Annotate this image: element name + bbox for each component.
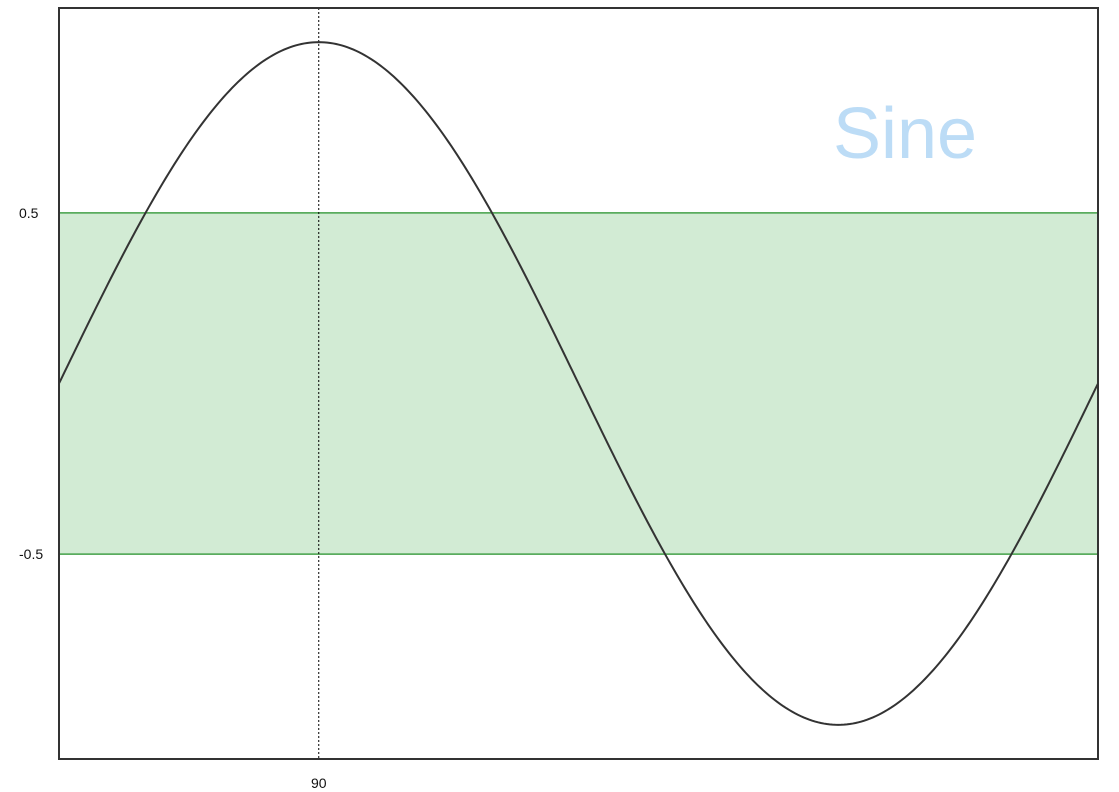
- x-tick-labels: 90: [311, 775, 327, 791]
- chart-title: Sine: [833, 94, 977, 174]
- plot-frame: [58, 7, 1099, 760]
- y-tick-labels: 0.5 -0.5: [19, 205, 43, 562]
- y-tick-label: 0.5: [19, 205, 39, 221]
- y-tick-label: -0.5: [19, 546, 43, 562]
- sine-series-line: [58, 41, 1099, 726]
- x-tick-label: 90: [311, 775, 327, 791]
